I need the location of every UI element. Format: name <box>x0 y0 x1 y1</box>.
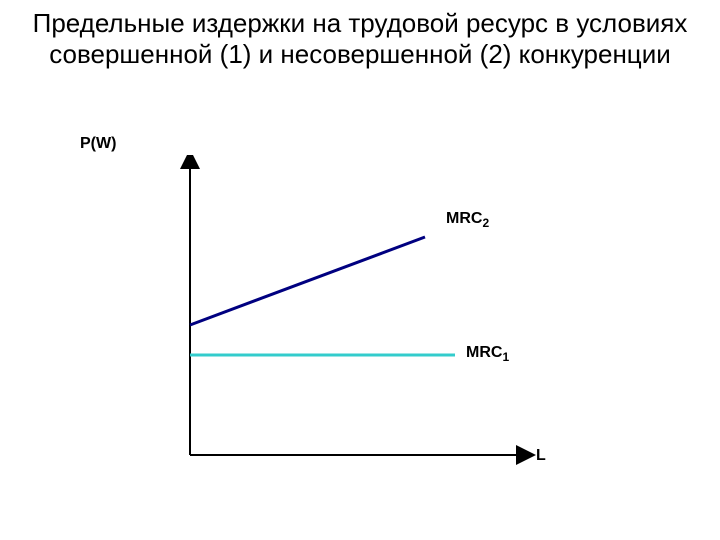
chart-title: Предельные издержки на трудовой ресурс в… <box>0 8 720 70</box>
chart-svg <box>165 155 585 475</box>
series-line-mrc2 <box>190 237 425 325</box>
y-axis-label: P(W) <box>80 135 116 153</box>
slide: Предельные издержки на трудовой ресурс в… <box>0 0 720 540</box>
